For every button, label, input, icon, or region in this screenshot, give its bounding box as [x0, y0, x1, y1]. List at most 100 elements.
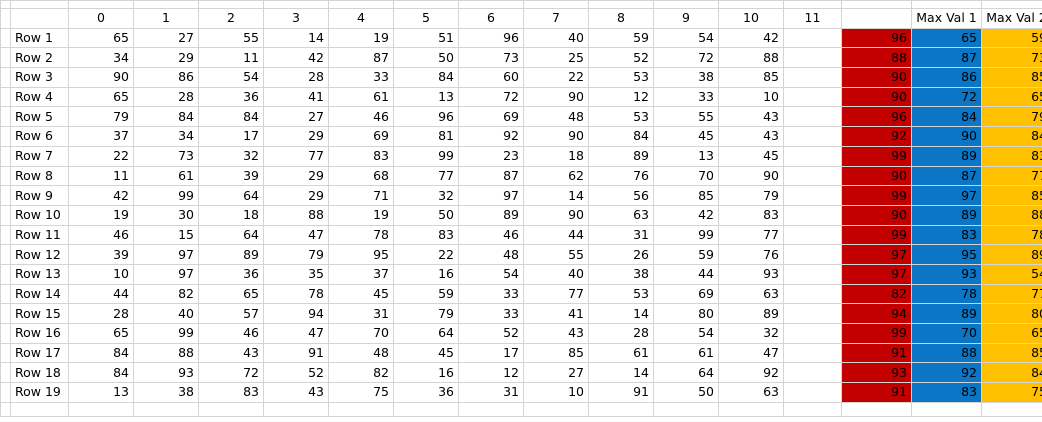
data-cell[interactable]: 32	[198, 145, 264, 167]
data-cell[interactable]: 89	[198, 244, 264, 265]
data-cell[interactable]: 57	[198, 303, 264, 324]
data-cell[interactable]: 76	[588, 165, 654, 187]
data-cell[interactable]: 70	[653, 165, 719, 187]
data-cell[interactable]: 53	[588, 67, 654, 88]
data-cell[interactable]: 73	[458, 47, 524, 69]
max-val-1-cell[interactable]: 96	[841, 106, 912, 128]
column-header-blank[interactable]	[841, 8, 912, 29]
data-cell[interactable]: 85	[523, 342, 589, 364]
data-cell[interactable]: 46	[328, 106, 394, 128]
table-row[interactable]: Row 57984842746966948535543968479	[0, 106, 1042, 128]
data-cell[interactable]: 42	[718, 27, 784, 49]
data-cell[interactable]: 37	[68, 126, 134, 147]
data-cell[interactable]: 44	[653, 263, 719, 285]
max-val-3-cell[interactable]: 85	[981, 67, 1042, 88]
table-row[interactable]: Row 144482657845593377536963827877	[0, 283, 1042, 305]
data-cell[interactable]: 65	[68, 27, 134, 49]
data-cell[interactable]: 85	[718, 67, 784, 88]
data-cell[interactable]: 42	[263, 47, 329, 69]
data-cell[interactable]: 64	[653, 362, 719, 384]
data-cell[interactable]: 65	[68, 86, 134, 108]
data-cell[interactable]: 94	[263, 303, 329, 324]
row-label[interactable]: Row 5	[10, 106, 69, 128]
max-val-3-cell[interactable]: 77	[981, 283, 1042, 305]
max-val-2-cell[interactable]: 70	[911, 323, 982, 344]
max-val-2-cell[interactable]: 90	[911, 126, 982, 147]
data-cell[interactable]: 43	[263, 382, 329, 403]
column-header-2[interactable]: 2	[198, 8, 264, 29]
data-cell[interactable]: 88	[263, 204, 329, 226]
data-cell[interactable]: 61	[133, 165, 199, 187]
data-cell[interactable]: 75	[328, 382, 394, 403]
data-cell[interactable]: 91	[263, 342, 329, 364]
max-val-2-cell[interactable]: 83	[911, 382, 982, 403]
data-cell[interactable]: 82	[328, 362, 394, 384]
data-cell[interactable]: 63	[588, 204, 654, 226]
data-cell[interactable]: 33	[328, 67, 394, 88]
row-label[interactable]: Row 10	[10, 204, 69, 226]
data-cell[interactable]: 77	[523, 283, 589, 305]
table-row[interactable]: Row 39086542833846022533885908685	[0, 67, 1042, 88]
data-cell[interactable]: 11	[68, 165, 134, 187]
data-cell[interactable]: 40	[523, 27, 589, 49]
data-cell[interactable]: 19	[68, 204, 134, 226]
data-cell[interactable]: 97	[458, 185, 524, 206]
data-cell[interactable]: 53	[588, 106, 654, 128]
data-cell[interactable]: 92	[458, 126, 524, 147]
column-header-11[interactable]: 11	[783, 8, 842, 29]
data-cell[interactable]: 45	[653, 126, 719, 147]
data-cell[interactable]: 77	[263, 145, 329, 167]
max-val-1-cell[interactable]: 91	[841, 342, 912, 364]
data-cell[interactable]: 56	[588, 185, 654, 206]
data-cell[interactable]: 53	[588, 283, 654, 305]
data-cell[interactable]: 54	[653, 323, 719, 344]
data-cell[interactable]: 99	[133, 323, 199, 344]
row-label[interactable]: Row 18	[10, 362, 69, 384]
row-label[interactable]: Row 1	[10, 27, 69, 49]
data-cell[interactable]: 88	[718, 47, 784, 69]
data-cell[interactable]: 36	[198, 86, 264, 108]
data-cell[interactable]: 89	[458, 204, 524, 226]
data-cell[interactable]: 80	[653, 303, 719, 324]
data-cell[interactable]: 19	[328, 27, 394, 49]
data-cell[interactable]: 47	[263, 323, 329, 344]
data-cell[interactable]: 83	[198, 382, 264, 403]
data-cell[interactable]: 90	[523, 86, 589, 108]
data-cell[interactable]: 34	[68, 47, 134, 69]
data-cell[interactable]: 27	[523, 362, 589, 384]
row-label[interactable]: Row 2	[10, 47, 69, 69]
row-label[interactable]: Row 12	[10, 244, 69, 265]
table-row[interactable]: Row 166599464770645243285432997065	[0, 323, 1042, 344]
data-cell[interactable]: 64	[198, 185, 264, 206]
row-label[interactable]: Row 17	[10, 342, 69, 364]
data-cell[interactable]: 16	[393, 362, 459, 384]
max-val-2-cell[interactable]: 92	[911, 362, 982, 384]
data-cell[interactable]: 84	[133, 106, 199, 128]
max-val-2-cell[interactable]: 87	[911, 47, 982, 69]
max-val-2-cell[interactable]: 87	[911, 165, 982, 187]
max-val-1-cell[interactable]: 90	[841, 86, 912, 108]
data-cell[interactable]: 10	[718, 86, 784, 108]
row-label[interactable]: Row 9	[10, 185, 69, 206]
row-label[interactable]: Row 15	[10, 303, 69, 324]
data-cell[interactable]: 92	[718, 362, 784, 384]
max-val-1-cell[interactable]: 90	[841, 165, 912, 187]
data-cell[interactable]: 84	[198, 106, 264, 128]
data-cell[interactable]: 41	[263, 86, 329, 108]
max-val-1-cell[interactable]: 88	[841, 47, 912, 69]
data-cell[interactable]: 28	[68, 303, 134, 324]
data-cell[interactable]: 77	[393, 165, 459, 187]
data-cell[interactable]: 90	[523, 126, 589, 147]
max-val-3-cell[interactable]: 88	[981, 204, 1042, 226]
data-cell[interactable]: 18	[523, 145, 589, 167]
data-cell[interactable]: 59	[588, 27, 654, 49]
data-cell[interactable]: 90	[523, 204, 589, 226]
data-cell[interactable]: 17	[198, 126, 264, 147]
data-cell[interactable]: 69	[653, 283, 719, 305]
data-cell[interactable]: 40	[523, 263, 589, 285]
row-label[interactable]: Row 4	[10, 86, 69, 108]
data-cell[interactable]: 62	[523, 165, 589, 187]
max-val-2-cell[interactable]: 72	[911, 86, 982, 108]
data-cell[interactable]: 33	[458, 303, 524, 324]
data-cell[interactable]: 90	[718, 165, 784, 187]
